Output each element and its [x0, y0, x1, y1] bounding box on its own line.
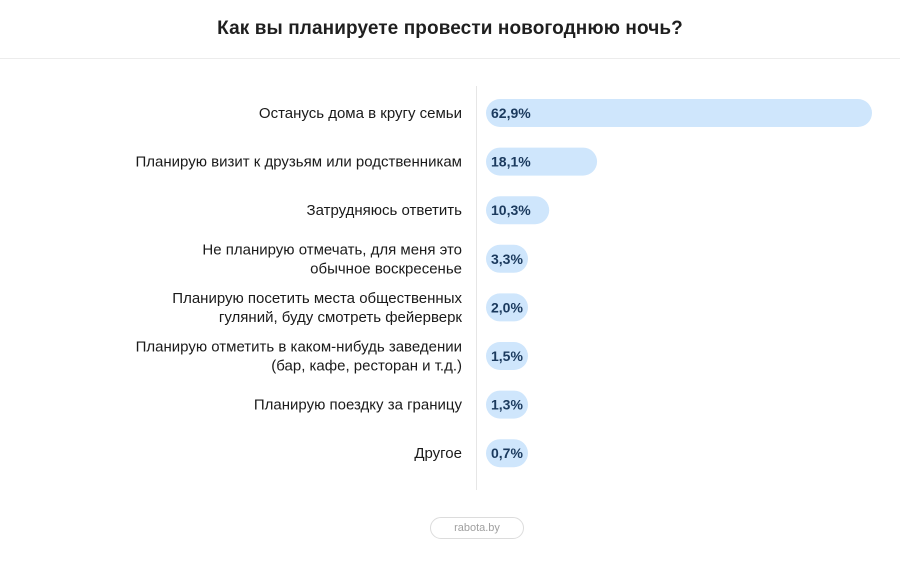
category-label-0: Останусь дома в кругу семьи: [259, 105, 462, 122]
category-label-3-line-0: Не планирую отмечать, для меня это: [202, 241, 462, 258]
category-label-3-line-1: обычное воскресенье: [310, 260, 462, 277]
value-label-3: 3,3%: [491, 251, 523, 267]
category-label-1: Планирую визит к друзьям или родственник…: [135, 154, 462, 171]
bar-6: [486, 390, 528, 419]
bar-0: [486, 99, 872, 127]
value-label-4: 2,0%: [491, 299, 523, 315]
category-label-7: Другое: [414, 445, 462, 462]
category-label-4-line-0: Планирую посетить места общественных: [172, 290, 462, 307]
value-label-0: 62,9%: [491, 105, 531, 121]
header-divider: [0, 58, 900, 59]
value-label-1: 18,1%: [491, 154, 531, 170]
category-label-4-line-1: гуляний, буду смотреть фейерверк: [219, 309, 463, 326]
category-label-2: Затрудняюсь ответить: [307, 202, 463, 219]
bar-2: [486, 196, 550, 225]
value-label-5: 1,5%: [491, 348, 523, 364]
value-label-6: 1,3%: [491, 397, 523, 413]
source-badge: rabota.by: [430, 517, 524, 539]
bar-3: [486, 244, 528, 273]
category-axis-line: [476, 86, 477, 490]
value-label-2: 10,3%: [491, 202, 531, 218]
bar-1: [486, 147, 598, 176]
bar-4: [486, 293, 528, 322]
category-label-5-line-0: Планирую отметить в каком-нибудь заведен…: [136, 339, 462, 356]
chart-title: Как вы планируете провести новогоднюю но…: [217, 18, 683, 39]
bar-7: [486, 439, 528, 468]
category-label-6: Планирую поездку за границу: [254, 397, 463, 414]
category-label-5-line-1: (бар, кафе, ресторан и т.д.): [271, 358, 462, 375]
bar-5: [486, 342, 528, 370]
value-label-7: 0,7%: [491, 445, 523, 461]
